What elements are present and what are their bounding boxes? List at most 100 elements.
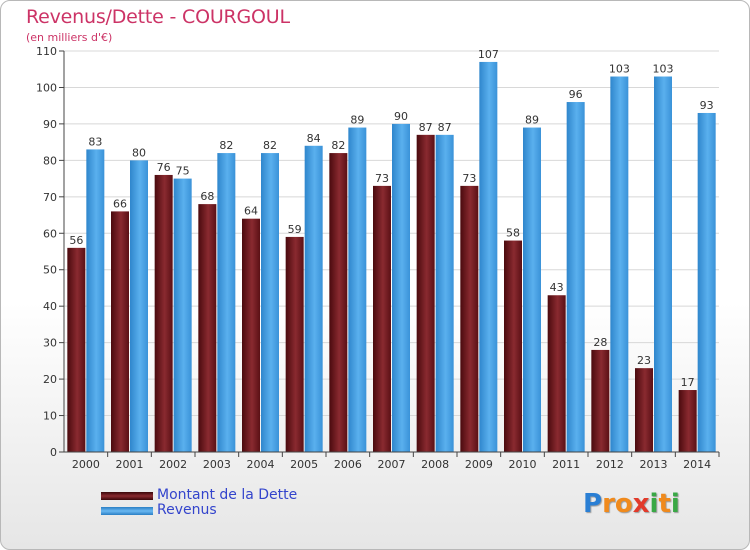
x-tick-label: 2008 xyxy=(421,458,449,471)
bar-revenue xyxy=(566,102,585,452)
bar-revenue xyxy=(435,134,454,452)
bar-debt xyxy=(67,247,86,452)
y-tick-label: 50 xyxy=(43,264,57,277)
bar-debt xyxy=(635,368,653,452)
bar-revenue xyxy=(610,76,629,452)
logo-letter: i xyxy=(649,489,659,519)
y-tick-label: 110 xyxy=(36,45,57,58)
data-label-revenue: 82 xyxy=(219,139,233,152)
logo-letter: i xyxy=(670,489,680,519)
y-tick-label: 0 xyxy=(50,446,57,459)
chart-subtitle: (en milliers d'€) xyxy=(26,31,113,44)
x-tick-label: 2003 xyxy=(203,458,231,471)
bar-debt xyxy=(242,218,260,452)
chart-title: Revenus/Dette - COURGOUL xyxy=(26,6,290,28)
y-tick-label: 100 xyxy=(36,81,57,94)
data-label-debt: 43 xyxy=(550,281,564,294)
data-label-revenue: 93 xyxy=(700,99,714,112)
bar-debt xyxy=(285,236,304,452)
data-label-debt: 64 xyxy=(244,205,258,218)
y-tick-label: 20 xyxy=(43,373,57,386)
legend-label-revenue: Revenus xyxy=(157,502,217,518)
x-tick-label: 2010 xyxy=(509,458,537,471)
legend-label-debt: Montant de la Dette xyxy=(157,487,298,503)
bar-debt xyxy=(460,185,479,452)
x-tick-label: 2012 xyxy=(596,458,624,471)
data-label-revenue: 83 xyxy=(88,135,102,148)
data-label-revenue: 107 xyxy=(478,48,499,61)
data-label-debt: 68 xyxy=(200,190,214,203)
bar-debt xyxy=(591,349,610,452)
legend-swatch-revenue xyxy=(101,507,153,515)
bar-debt xyxy=(111,211,129,452)
bar-revenue xyxy=(261,153,279,452)
data-label-debt: 59 xyxy=(288,223,302,236)
x-tick-label: 2000 xyxy=(72,458,100,471)
data-label-revenue: 103 xyxy=(609,63,630,76)
logo-letter: P xyxy=(583,489,603,519)
data-label-revenue: 80 xyxy=(132,146,146,159)
bar-revenue xyxy=(86,149,105,452)
x-tick-label: 2002 xyxy=(159,458,187,471)
data-label-debt: 17 xyxy=(681,376,695,389)
x-tick-label: 2014 xyxy=(683,458,711,471)
bar-revenue xyxy=(479,61,498,452)
data-label-debt: 82 xyxy=(331,139,345,152)
logo-letter: x xyxy=(632,489,650,519)
data-label-debt: 23 xyxy=(637,354,651,367)
data-label-debt: 87 xyxy=(419,121,433,134)
data-label-debt: 73 xyxy=(462,172,476,185)
data-label-revenue: 89 xyxy=(525,114,539,127)
data-label-debt: 58 xyxy=(506,227,520,240)
bar-debt xyxy=(329,153,348,452)
data-label-debt: 28 xyxy=(593,336,607,349)
data-label-revenue: 82 xyxy=(263,139,277,152)
y-tick-label: 10 xyxy=(43,410,57,423)
bar-revenue xyxy=(304,145,323,453)
data-label-revenue: 90 xyxy=(394,110,408,123)
y-tick-label: 70 xyxy=(43,191,57,204)
bar-revenue xyxy=(348,127,367,453)
logo-letter: t xyxy=(658,489,671,519)
logo-letter: r xyxy=(602,489,615,519)
bar-debt xyxy=(373,185,391,452)
x-tick-label: 2005 xyxy=(290,458,318,471)
bar-debt xyxy=(547,295,566,452)
data-label-revenue: 89 xyxy=(350,114,364,127)
data-label-revenue: 103 xyxy=(653,63,674,76)
y-tick-label: 80 xyxy=(43,154,57,167)
bar-revenue xyxy=(392,123,410,452)
data-label-revenue: 75 xyxy=(176,165,190,178)
bar-debt xyxy=(504,240,522,452)
bar-debt xyxy=(678,390,697,452)
data-label-debt: 66 xyxy=(113,197,127,210)
x-tick-label: 2006 xyxy=(334,458,362,471)
bar-debt xyxy=(416,134,435,452)
data-label-debt: 73 xyxy=(375,172,389,185)
y-tick-label: 90 xyxy=(43,118,57,131)
proxiti-logo: Proxiti xyxy=(583,489,680,519)
bar-revenue xyxy=(130,160,148,452)
data-label-debt: 76 xyxy=(157,161,171,174)
x-tick-label: 2013 xyxy=(640,458,668,471)
logo-letter: o xyxy=(614,489,633,519)
x-tick-label: 2009 xyxy=(465,458,493,471)
y-tick-label: 30 xyxy=(43,337,57,350)
legend-swatch-debt xyxy=(101,492,153,500)
y-tick-label: 40 xyxy=(43,300,57,313)
bar-revenue xyxy=(654,76,672,452)
bar-revenue xyxy=(217,153,236,452)
x-tick-label: 2004 xyxy=(247,458,275,471)
x-tick-label: 2007 xyxy=(378,458,406,471)
bar-revenue xyxy=(173,178,192,452)
bar-revenue xyxy=(697,112,716,453)
data-label-revenue: 87 xyxy=(438,121,452,134)
data-label-revenue: 96 xyxy=(569,88,583,101)
bar-revenue xyxy=(523,127,541,453)
y-tick-label: 60 xyxy=(43,227,57,240)
x-tick-label: 2001 xyxy=(116,458,144,471)
x-tick-label: 2011 xyxy=(552,458,580,471)
data-label-revenue: 84 xyxy=(307,132,321,145)
